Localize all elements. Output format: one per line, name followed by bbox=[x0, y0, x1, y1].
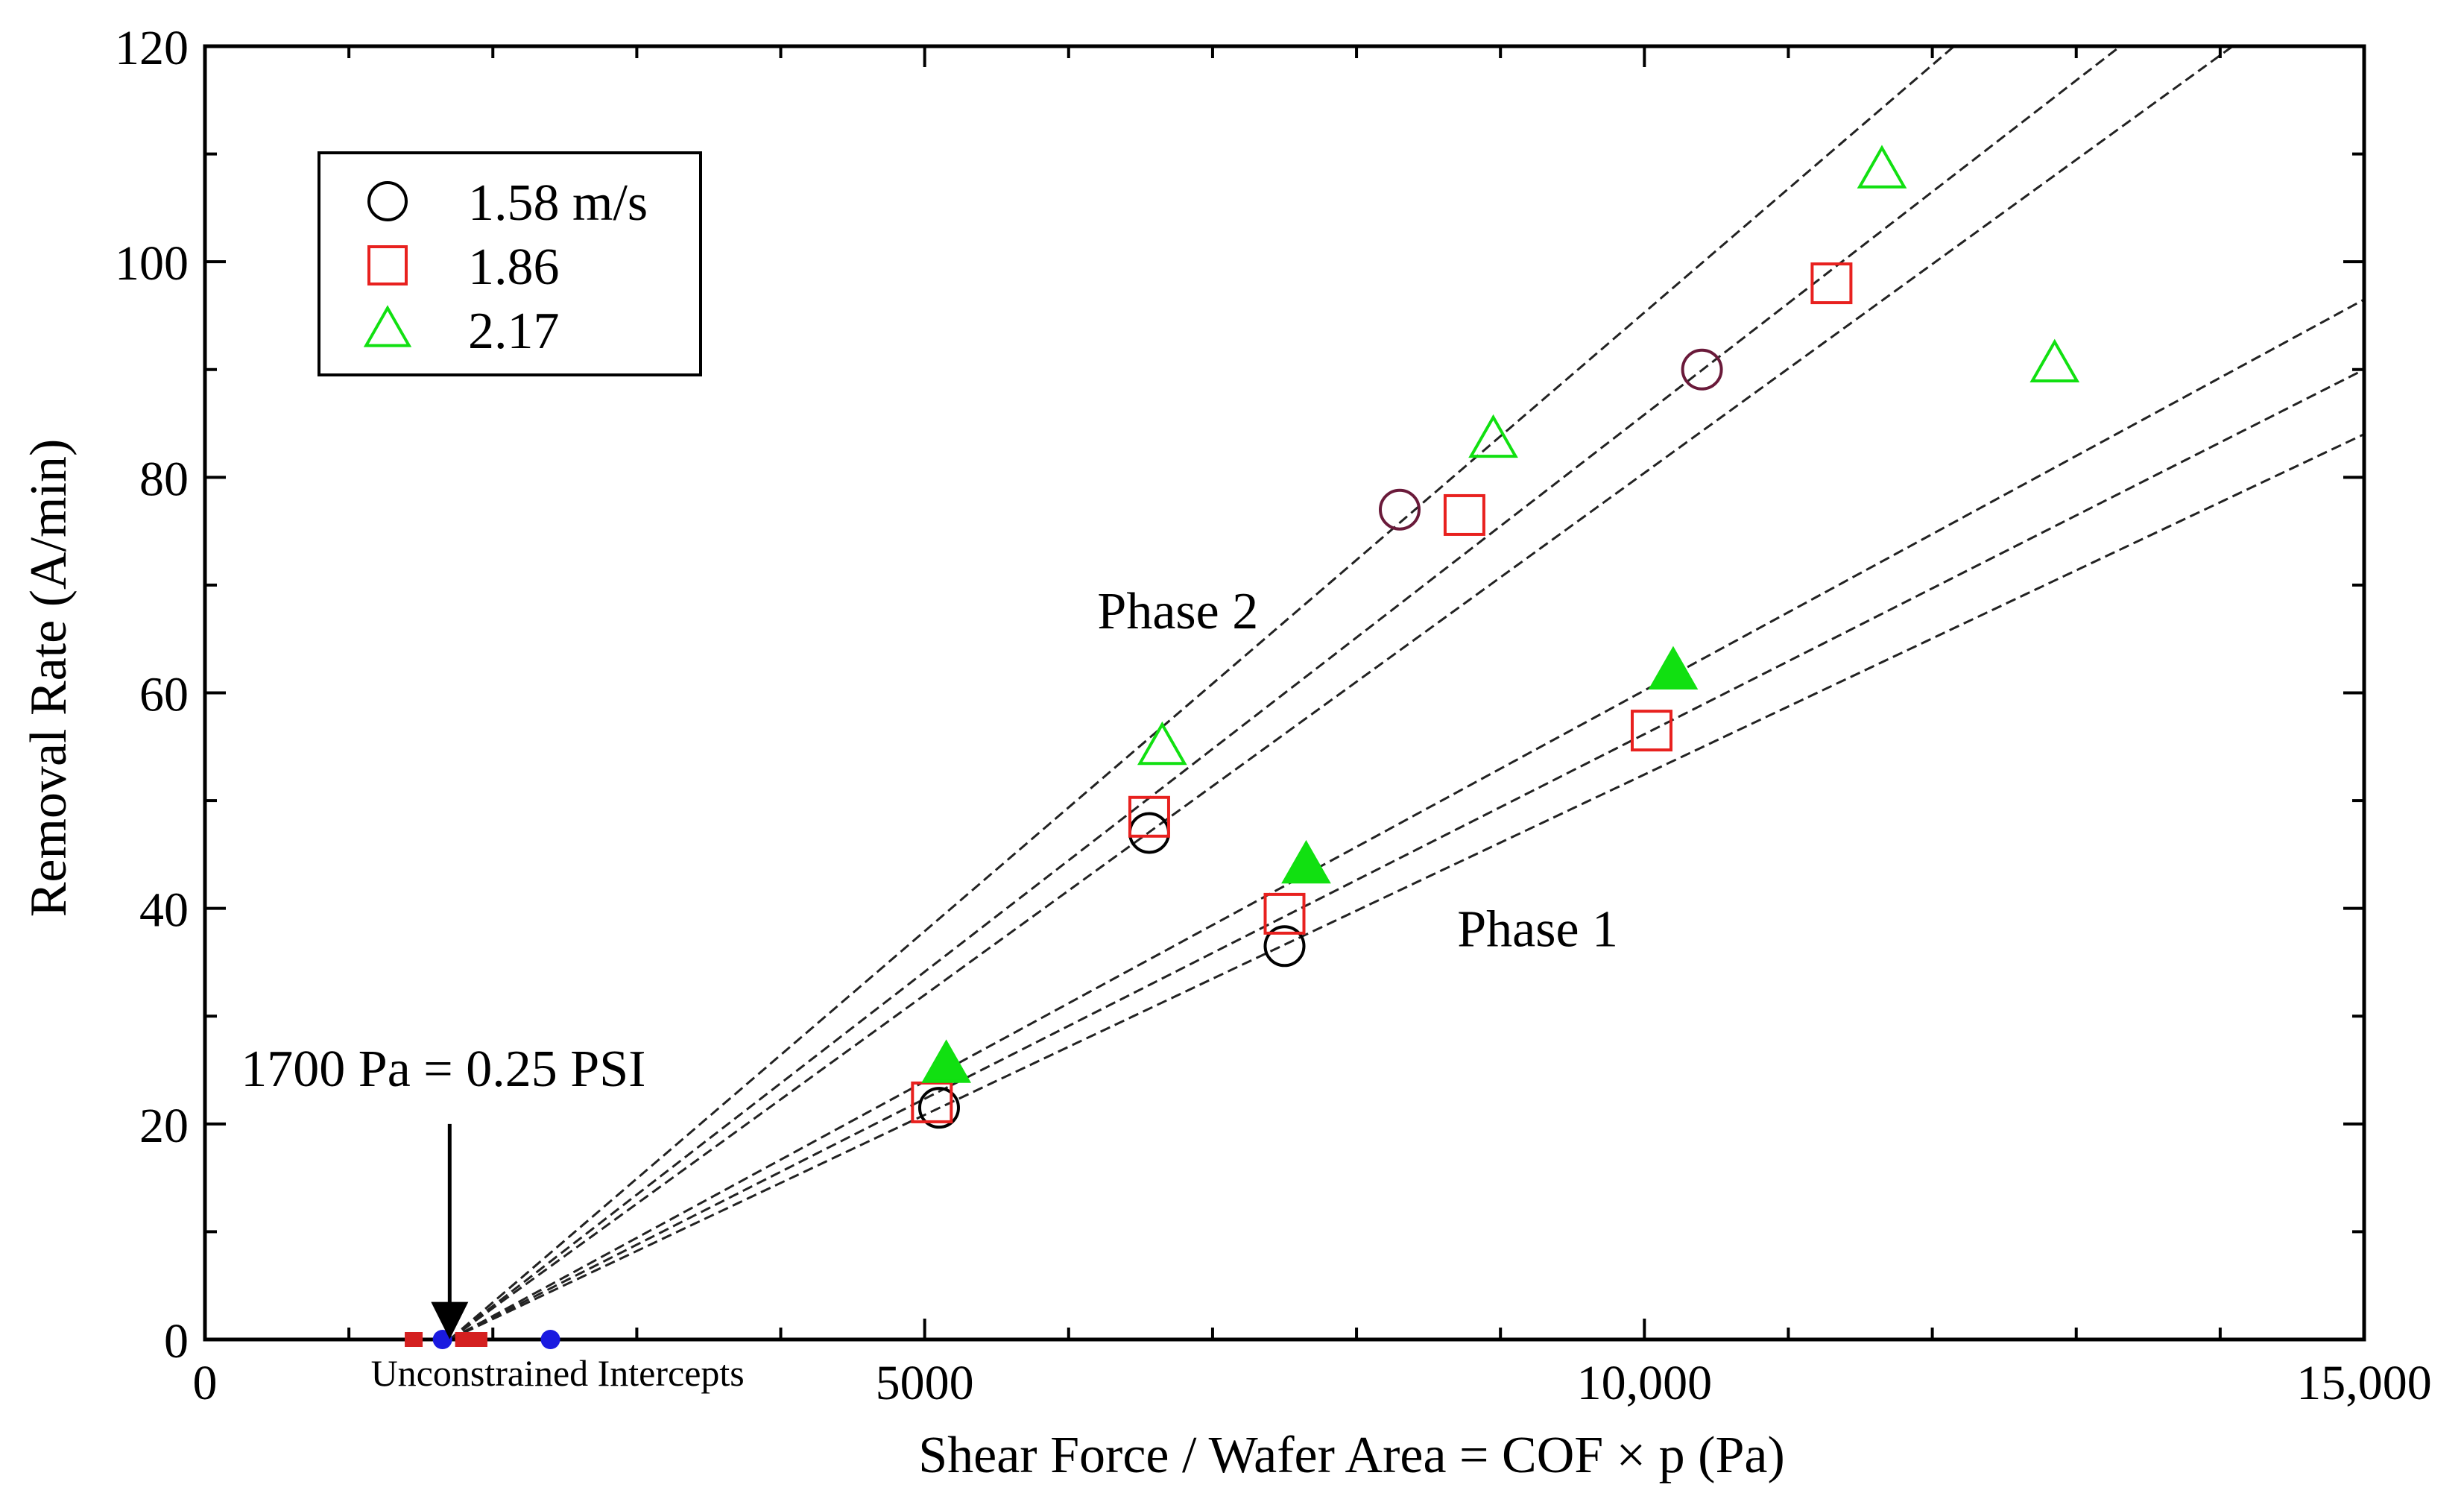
fit-lines bbox=[449, 46, 2364, 1339]
square-marker-phase1 bbox=[1263, 892, 1306, 935]
data-markers bbox=[911, 145, 2080, 1129]
fit-line-phase2 bbox=[449, 46, 2123, 1339]
axis-ticks: 0 5000 10,000 15,000 0 20 40 60 80 100 120 bbox=[115, 21, 2432, 1410]
x-tick-label: 10,000 bbox=[1577, 1356, 1713, 1410]
fit-line-phase1 bbox=[449, 433, 2364, 1339]
intercept-square bbox=[405, 1332, 423, 1347]
triangle-marker-phase2 bbox=[1468, 414, 1518, 458]
legend: 1.58 m/s 1.86 2.17 bbox=[318, 151, 702, 376]
x-axis-title: Shear Force / Wafer Area = COF × p (Pa) bbox=[918, 1427, 1785, 1484]
fit-line-phase1 bbox=[449, 368, 2364, 1339]
circle-marker-phase2 bbox=[1681, 348, 1723, 391]
legend-label: 1.86 bbox=[468, 239, 560, 296]
intercept-square bbox=[469, 1332, 487, 1347]
legend-box bbox=[318, 151, 702, 376]
intercept-dot bbox=[540, 1330, 560, 1349]
y-tick-label: 100 bbox=[115, 236, 189, 291]
triangle-marker-phase1 bbox=[1648, 646, 1699, 690]
fit-line-phase2 bbox=[449, 46, 1956, 1339]
annotation-intercepts: Unconstrained Intercepts bbox=[371, 1352, 745, 1394]
triangle-marker-phase1 bbox=[1281, 839, 1331, 884]
x-tick-label: 5000 bbox=[876, 1356, 974, 1410]
fit-line-phase1 bbox=[449, 298, 2364, 1339]
y-tick-label: 40 bbox=[139, 883, 189, 938]
annotation-phase1: Phase 1 bbox=[1457, 900, 1618, 958]
square-marker-phase2 bbox=[1128, 795, 1170, 838]
fit-line-phase2 bbox=[449, 46, 2235, 1339]
legend-label: 1.58 m/s bbox=[468, 174, 648, 232]
legend-circle-icon bbox=[367, 181, 408, 221]
legend-triangle-icon bbox=[363, 305, 412, 347]
square-marker-phase1 bbox=[911, 1081, 953, 1123]
annotation-pressure: 1700 Pa = 0.25 PSI bbox=[241, 1041, 645, 1098]
triangle-marker-phase1 bbox=[921, 1039, 971, 1083]
y-axis-title: Removal Rate (A/min) bbox=[20, 439, 78, 918]
intercept-dot bbox=[432, 1330, 452, 1349]
legend-label: 2.17 bbox=[468, 303, 560, 360]
triangle-marker-phase2 bbox=[1857, 145, 1907, 189]
square-marker-phase1 bbox=[1630, 710, 1672, 752]
square-marker-phase2 bbox=[1810, 262, 1853, 305]
y-tick-label: 120 bbox=[115, 21, 189, 75]
y-tick-label: 60 bbox=[139, 668, 189, 722]
circle-marker-phase1 bbox=[917, 1087, 960, 1129]
square-marker-phase2 bbox=[1443, 493, 1485, 536]
x-tick-label: 15,000 bbox=[2296, 1356, 2432, 1410]
circle-marker-phase1 bbox=[1263, 925, 1306, 968]
y-tick-label: 20 bbox=[139, 1099, 189, 1153]
x-tick-label: 0 bbox=[193, 1356, 218, 1410]
annotations: Phase 2 Phase 1 1700 Pa = 0.25 PSI Unconstr… bbox=[241, 583, 1618, 1394]
y-tick-label: 0 bbox=[164, 1314, 189, 1369]
annotation-phase2: Phase 2 bbox=[1097, 583, 1258, 640]
legend-square-icon bbox=[367, 245, 408, 285]
triangle-marker-phase2 bbox=[1137, 721, 1187, 766]
circle-marker-phase2 bbox=[1379, 488, 1421, 531]
y-tick-label: 80 bbox=[139, 452, 189, 506]
triangle-marker-phase1 bbox=[2029, 338, 2080, 382]
